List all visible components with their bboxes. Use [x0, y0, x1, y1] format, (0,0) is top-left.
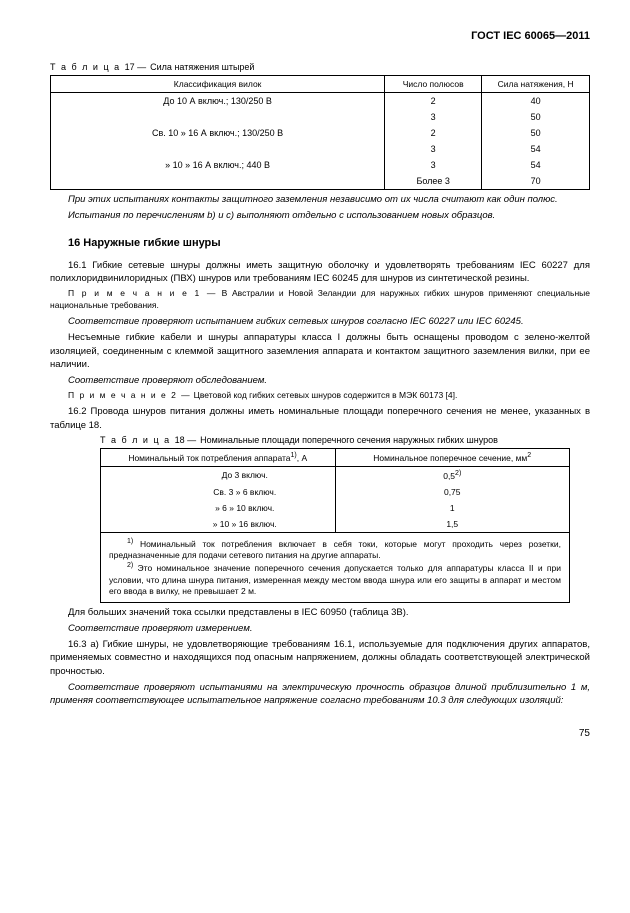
t17-r4c2: 54: [482, 157, 590, 173]
foot2-text: Это номинальное значение поперечного сеч…: [109, 563, 561, 596]
caption-num: 17 —: [125, 62, 147, 72]
para-16-1b: Несъемные гибкие кабели и шнуры аппарату…: [50, 331, 590, 371]
t18-h1: Номинальный ток потребления аппарата1), …: [101, 448, 336, 466]
note-2: П р и м е ч а н и е 2 — Цветовой код гиб…: [50, 390, 590, 402]
t17-r5c1: Более 3: [385, 173, 482, 190]
t17-r0c1: 2: [385, 93, 482, 110]
doc-id: ГОСТ IEC 60065—2011: [50, 30, 590, 42]
t18-r2c1: 1: [335, 500, 570, 516]
para-16-1a: Соответствие проверяют испытанием гибких…: [50, 315, 590, 328]
t18-r2c0: » 6 » 10 включ.: [101, 500, 336, 516]
note-1: П р и м е ч а н и е 1 — В Австралии и Но…: [50, 288, 590, 312]
t17-h3: Сила натяжения, Н: [482, 76, 590, 93]
t17-r2c0: Св. 10 » 16 А включ.; 130/250 В: [51, 125, 385, 141]
t18-r1c0: Св. 3 » 6 включ.: [101, 484, 336, 500]
t17-r3c0: [51, 141, 385, 157]
caption18-num: 18 —: [175, 435, 197, 445]
t18-h1-suf: , А: [297, 453, 307, 463]
page-number: 75: [50, 728, 590, 739]
t18-r1c1: 0,75: [335, 484, 570, 500]
t18-r0c1: 0,52): [335, 466, 570, 483]
note2-label: П р и м е ч а н и е 2 —: [68, 390, 191, 400]
t17-r5c2: 70: [482, 173, 590, 190]
t17-r1c1: 3: [385, 109, 482, 125]
table18-caption: Т а б л и ц а 18 — Номинальные площади п…: [100, 435, 570, 445]
table17-caption: Т а б л и ц а 17 — Сила натяжения штырей: [50, 62, 590, 72]
para-16-1: 16.1 Гибкие сетевые шнуры должны иметь з…: [50, 259, 590, 286]
foot1-text: Номинальный ток потребления включает в с…: [109, 538, 561, 559]
caption-prefix: Т а б л и ц а: [50, 62, 121, 72]
t17-r3c1: 3: [385, 141, 482, 157]
t18-r3c1: 1,5: [335, 516, 570, 533]
t18-r3c0: » 10 » 16 включ.: [101, 516, 336, 533]
table-18: Номинальный ток потребления аппарата1), …: [100, 448, 570, 603]
section-16-title: 16 Наружные гибкие шнуры: [68, 237, 590, 249]
t17-r2c2: 50: [482, 125, 590, 141]
note2-text: Цветовой код гибких сетевых шнуров содер…: [194, 390, 458, 400]
tail-p1: Для больших значений тока ссылки предста…: [50, 606, 590, 619]
t17-r5c0: [51, 173, 385, 190]
t18-h2: Номинальное поперечное сечение, мм2: [335, 448, 570, 466]
t18-h2-pre: Номинальное поперечное сечение, мм: [373, 453, 527, 463]
t17-r1c2: 50: [482, 109, 590, 125]
note1-label: П р и м е ч а н и е 1 —: [68, 288, 217, 298]
t17-h1: Классификация вилок: [51, 76, 385, 93]
t18-footnotes: 1) Номинальный ток потребления включает …: [101, 532, 570, 602]
t17-r2c1: 2: [385, 125, 482, 141]
caption-title: Сила натяжения штырей: [150, 62, 254, 72]
t17-h2: Число полюсов: [385, 76, 482, 93]
t17-r4c0: » 10 » 16 А включ.; 440 В: [51, 157, 385, 173]
t18-r0c0: До 3 включ.: [101, 466, 336, 483]
tail-p4: Соответствие проверяют испытаниями на эл…: [50, 681, 590, 708]
tail-p2: Соответствие проверяют измерением.: [50, 622, 590, 635]
para-16-2: 16.2 Провода шнуров питания должны иметь…: [50, 405, 590, 432]
caption18-title: Номинальные площади поперечного сечения …: [200, 435, 498, 445]
t18-h1-pre: Номинальный ток потребления аппарата: [128, 453, 290, 463]
caption18-prefix: Т а б л и ц а: [100, 435, 171, 445]
t17-r0c0: До 10 А включ.; 130/250 В: [51, 93, 385, 110]
para-16-1c: Соответствие проверяют обследованием.: [50, 374, 590, 387]
para-note-tests: Испытания по перечислениям b) и c) выпол…: [50, 209, 590, 222]
para-note-contacts: При этих испытаниях контакты защитного з…: [50, 193, 590, 206]
t17-r3c2: 54: [482, 141, 590, 157]
t17-r4c1: 3: [385, 157, 482, 173]
t17-r0c2: 40: [482, 93, 590, 110]
table-17: Классификация вилок Число полюсов Сила н…: [50, 75, 590, 190]
tail-p3: 16.3 a) Гибкие шнуры, не удовлетворяющие…: [50, 638, 590, 678]
t17-r1c0: [51, 109, 385, 125]
